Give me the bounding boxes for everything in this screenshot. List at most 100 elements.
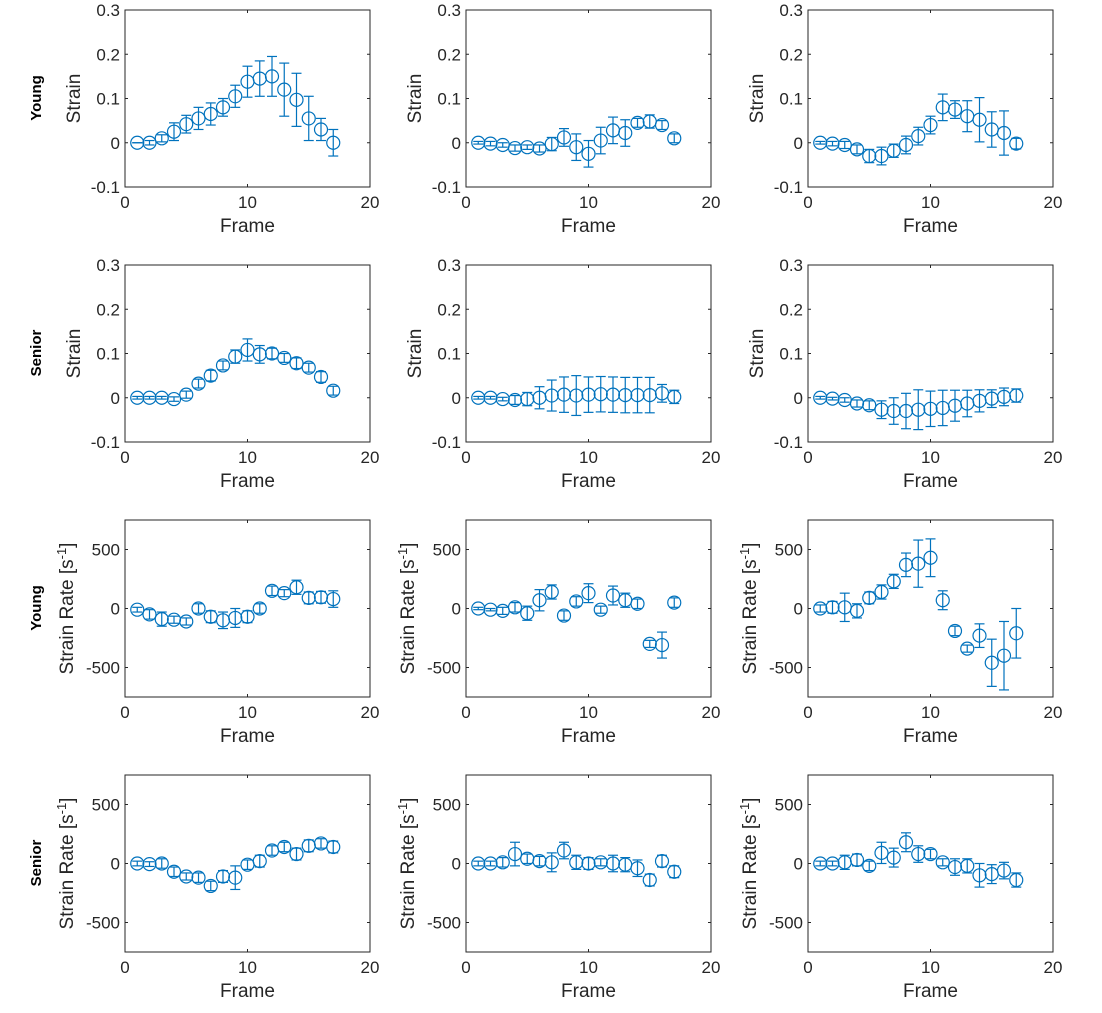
marker: [849, 603, 865, 618]
data-point: [495, 391, 510, 407]
y-tick-label: 0: [794, 600, 803, 619]
marker: [520, 391, 535, 407]
x-tick-label: 0: [461, 703, 470, 722]
data-point: [483, 856, 498, 871]
data-point: [326, 839, 341, 855]
data-point: [972, 389, 987, 413]
marker: [813, 856, 828, 871]
x-tick-label: 10: [238, 448, 257, 467]
x-axis-label: Frame: [220, 981, 275, 1002]
data-point: [215, 869, 231, 884]
data-point: [191, 376, 206, 391]
marker: [191, 111, 206, 126]
data-point: [326, 383, 341, 398]
marker: [569, 140, 584, 155]
data-point: [507, 600, 523, 615]
marker: [471, 135, 486, 150]
data-point: [813, 601, 828, 616]
marker: [301, 590, 316, 605]
marker: [667, 595, 682, 610]
y-axis-label: Strain Rate [s-1]: [395, 543, 420, 675]
x-tick-label: 20: [361, 958, 380, 977]
data-point: [898, 135, 914, 155]
marker: [203, 106, 218, 122]
y-tick-label: 0: [452, 855, 461, 874]
data-point: [898, 832, 914, 853]
data-point: [667, 595, 682, 610]
data-point: [264, 346, 280, 361]
data-point: [605, 585, 621, 606]
x-tick-label: 10: [579, 958, 598, 977]
x-tick-label: 0: [803, 193, 812, 212]
marker: [996, 389, 1012, 404]
marker: [326, 839, 341, 855]
data-point: [605, 854, 621, 873]
marker: [874, 148, 889, 164]
marker: [581, 856, 596, 871]
marker: [996, 863, 1012, 878]
marker: [642, 872, 657, 888]
marker: [289, 580, 304, 595]
data-point: [130, 390, 145, 405]
y-tick-label: 500: [433, 541, 461, 560]
y-axis-label-superscript: -1: [737, 803, 752, 815]
y-axis-label: Strain Rate [s-1]: [54, 798, 79, 930]
marker: [495, 855, 510, 870]
row-label-4: Senior: [28, 840, 45, 887]
data-point: [289, 356, 304, 371]
data-point: [862, 590, 877, 605]
marker: [630, 861, 645, 876]
marker: [862, 148, 877, 164]
x-tick-label: 10: [238, 703, 257, 722]
marker: [898, 137, 914, 153]
marker: [605, 588, 621, 603]
y-tick-label: -500: [769, 659, 803, 678]
data-point: [581, 376, 596, 413]
marker: [923, 117, 938, 133]
marker: [569, 855, 584, 870]
x-tick-label: 20: [1044, 448, 1063, 467]
data-point: [935, 855, 950, 870]
x-tick-label: 10: [579, 448, 598, 467]
y-tick-label: -500: [427, 914, 461, 933]
x-tick-label: 0: [803, 958, 812, 977]
data-point: [862, 858, 877, 873]
data-point: [520, 140, 535, 155]
marker: [886, 850, 901, 865]
data-point: [960, 858, 975, 874]
data-point: [813, 135, 828, 150]
marker: [252, 601, 267, 616]
marker: [898, 403, 914, 419]
marker: [667, 389, 682, 404]
data-point: [935, 590, 950, 611]
marker: [544, 855, 559, 870]
y-tick-label: 0: [452, 389, 461, 408]
marker: [825, 600, 840, 615]
data-point: [911, 539, 926, 588]
marker: [581, 387, 596, 402]
data-point: [593, 375, 608, 413]
y-axis-label-end: ]: [398, 543, 419, 548]
data-point: [252, 601, 267, 616]
marker: [630, 596, 645, 611]
marker: [556, 387, 572, 402]
data-point: [911, 126, 926, 146]
x-tick-label: 20: [361, 703, 380, 722]
marker: [507, 846, 523, 862]
data-point: [630, 859, 645, 878]
marker: [313, 369, 329, 385]
data-point: [569, 133, 584, 162]
marker: [886, 574, 901, 589]
data-point: [898, 552, 914, 578]
data-point: [618, 376, 633, 414]
y-axis-label: Strain: [64, 329, 85, 379]
marker: [581, 586, 596, 601]
data-point: [972, 862, 987, 888]
marker: [923, 846, 938, 862]
marker: [654, 637, 670, 653]
x-tick-label: 0: [461, 193, 470, 212]
marker: [886, 403, 901, 419]
